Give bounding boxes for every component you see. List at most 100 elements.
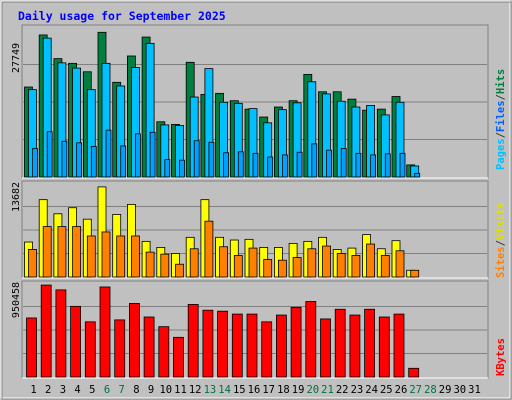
bar-pages	[340, 148, 347, 178]
bar-pages	[179, 159, 185, 178]
legend-sites: Sites	[495, 246, 507, 278]
bar-kbytes	[40, 284, 52, 378]
day-label: 8	[133, 384, 139, 396]
day-label: 7	[119, 384, 125, 396]
bar-sites	[116, 235, 126, 278]
bar-kbytes	[231, 313, 243, 378]
day-label: 4	[74, 384, 80, 396]
day-label: 28	[424, 384, 437, 396]
bar-pages	[149, 131, 156, 178]
bar-kbytes	[187, 304, 199, 378]
ymax-label-visits: 13682	[11, 182, 22, 212]
bar-pages	[267, 156, 274, 178]
bar-kbytes	[275, 314, 287, 378]
bar-sites	[160, 253, 170, 278]
bar-pages	[32, 148, 38, 178]
bar-sites	[263, 259, 273, 278]
bar-sites	[351, 255, 361, 278]
bar-kbytes	[334, 308, 346, 378]
bar-kbytes	[158, 326, 170, 378]
bar-sites	[366, 243, 376, 278]
day-label: 18	[277, 384, 290, 396]
legend-group: Sites/Visits	[495, 202, 507, 278]
bar-pages	[384, 153, 391, 178]
day-label: 6	[104, 384, 110, 396]
bar-kbytes	[173, 336, 184, 378]
bar-sites	[145, 251, 155, 278]
day-label: 22	[336, 384, 349, 396]
day-label: 10	[159, 384, 172, 396]
day-label: 13	[204, 384, 217, 396]
bar-pages	[326, 149, 332, 178]
bar-kbytes	[320, 318, 331, 378]
bar-pages	[252, 152, 259, 178]
bar-sites	[336, 253, 346, 278]
legend-group: Pages/Files/Hits	[495, 69, 507, 170]
day-label: 25	[380, 384, 393, 396]
ymax-label-hits: 27749	[11, 43, 22, 73]
bar-sites	[410, 269, 420, 278]
day-label: 15	[233, 384, 246, 396]
bar-kbytes	[290, 306, 302, 378]
bar-sites	[322, 245, 331, 278]
day-label: 30	[453, 384, 466, 396]
bar-pages	[399, 152, 406, 178]
bar-pages	[105, 129, 112, 178]
bar-sites	[175, 263, 184, 278]
day-label: 26	[395, 384, 408, 396]
day-label: 20	[306, 384, 319, 396]
bar-sites	[219, 246, 229, 278]
bar-pages	[311, 143, 318, 178]
bar-sites	[42, 226, 52, 278]
bar-kbytes	[378, 316, 390, 378]
bar-pages	[120, 145, 127, 178]
day-label: 16	[248, 384, 261, 396]
bar-pages	[164, 159, 171, 178]
bar-kbytes	[364, 308, 376, 378]
bar-kbytes	[26, 317, 37, 378]
day-label: 1	[30, 384, 36, 396]
legend-visits: Visits	[495, 202, 507, 240]
legend-separator: /	[495, 240, 507, 246]
day-label: 21	[321, 384, 334, 396]
bar-pages	[134, 133, 141, 178]
bar-pages	[223, 152, 230, 178]
bar-pages	[90, 146, 97, 178]
bar-kbytes	[408, 367, 420, 378]
day-label: 11	[174, 384, 187, 396]
bar-kbytes	[143, 316, 155, 378]
bar-kbytes	[114, 319, 126, 378]
bar-sites	[248, 247, 258, 278]
bar-kbytes	[99, 286, 111, 378]
legend-kbytes-group: KBytes	[495, 338, 507, 376]
legend-files: Files	[495, 100, 507, 132]
day-label: 14	[218, 384, 231, 396]
bar-sites	[204, 220, 214, 278]
day-label: 2	[45, 384, 51, 396]
legend-kbytes: KBytes	[495, 338, 507, 376]
bar-pages	[355, 152, 362, 178]
bar-pages	[76, 142, 82, 178]
day-label: 31	[468, 384, 481, 396]
bar-kbytes	[128, 303, 140, 378]
bar-kbytes	[84, 321, 96, 378]
day-label: 3	[60, 384, 66, 396]
bar-kbytes	[393, 313, 405, 378]
day-label: 17	[262, 384, 275, 396]
bar-kbytes	[70, 305, 81, 378]
legend-pages: Pages	[495, 138, 507, 170]
bar-pages	[370, 154, 377, 178]
day-label: 23	[351, 384, 364, 396]
day-label: 29	[439, 384, 452, 396]
day-label: 24	[365, 384, 378, 396]
bar-sites	[277, 259, 287, 278]
bar-kbytes	[217, 310, 229, 378]
bar-kbytes	[261, 321, 273, 378]
bar-kbytes	[55, 289, 67, 378]
bar-pages	[61, 140, 68, 178]
legend-hits-files-pages: Pages/Files/Hits	[495, 69, 507, 170]
bar-sites	[72, 226, 81, 278]
